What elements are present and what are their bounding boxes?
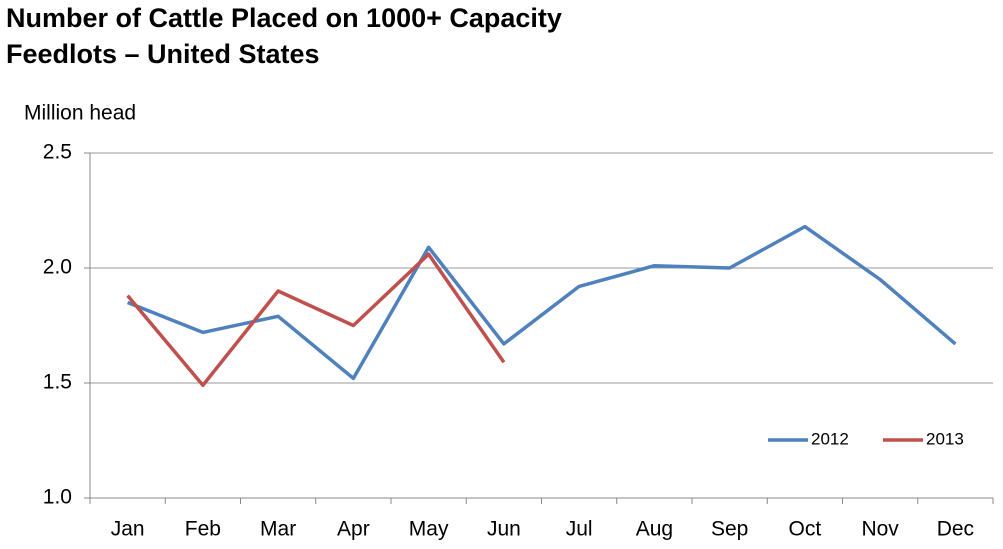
x-tick-label: Jun	[487, 518, 521, 541]
x-tick-label: Feb	[185, 518, 221, 541]
y-axis-label: Million head	[24, 102, 136, 125]
y-tick-label: 2.0	[43, 256, 72, 279]
x-tick-label: Jan	[111, 518, 145, 541]
x-tick-label: May	[409, 518, 449, 541]
series-line	[126, 224, 957, 381]
x-tick-label: Apr	[337, 518, 370, 541]
chart-title-line: Number of Cattle Placed on 1000+ Capacit…	[6, 3, 562, 33]
y-tick-label: 2.5	[43, 141, 72, 164]
x-tick-label: Dec	[937, 518, 974, 541]
x-tick-label: Nov	[861, 518, 899, 541]
x-tick-label: Jul	[566, 518, 593, 541]
series-line	[126, 252, 506, 388]
legend-label: 2012	[811, 429, 849, 448]
y-tick-label: 1.0	[43, 486, 72, 509]
x-tick-label: Sep	[711, 518, 748, 541]
chart-title-line: Feedlots – United States	[6, 39, 320, 69]
x-tick-label: Oct	[789, 518, 822, 541]
x-tick-label: Aug	[636, 518, 673, 541]
y-tick-label: 1.5	[43, 371, 72, 394]
x-tick-label: Mar	[260, 518, 296, 541]
legend-label: 2013	[926, 429, 964, 448]
